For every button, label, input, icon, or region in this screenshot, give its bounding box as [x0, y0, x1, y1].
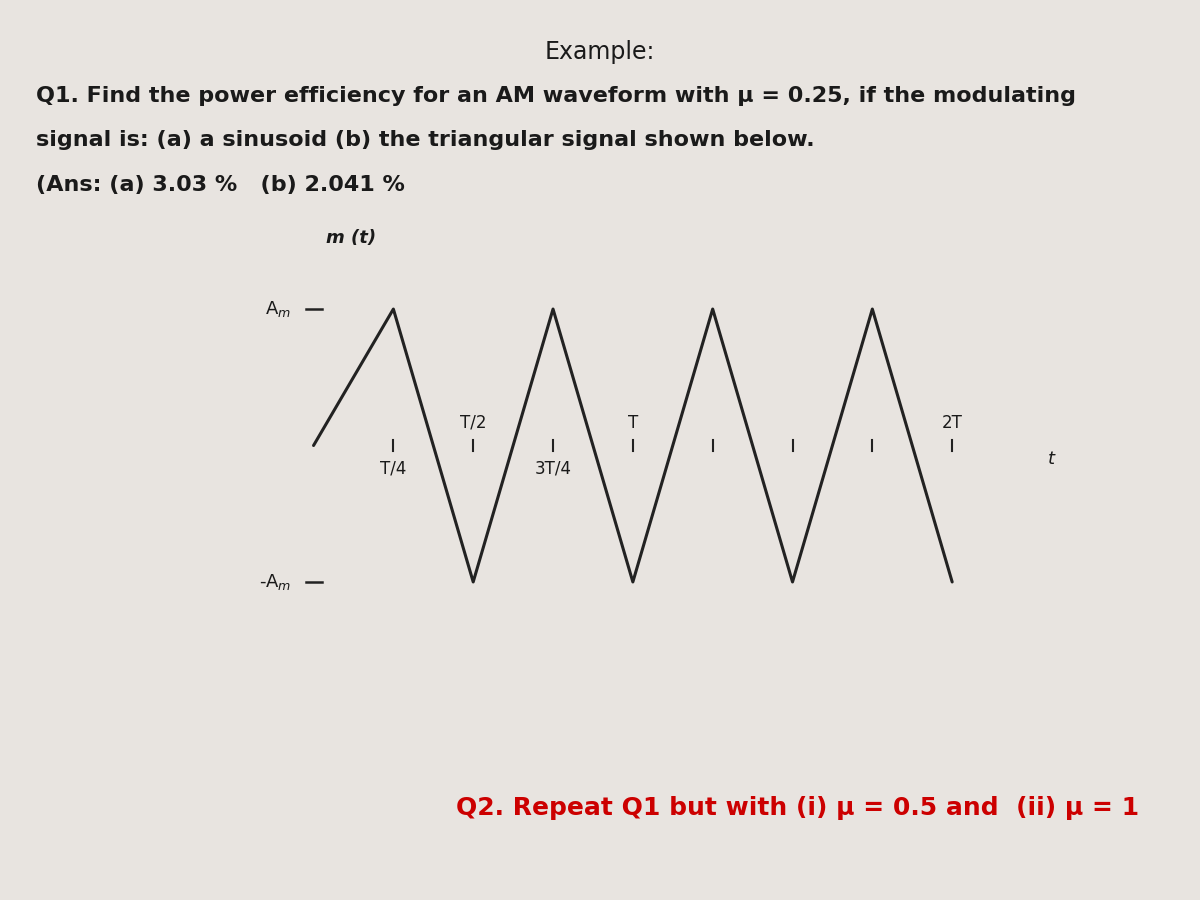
Text: signal is: (a) a sinusoid (b) the triangular signal shown below.: signal is: (a) a sinusoid (b) the triang…	[36, 130, 815, 150]
Text: Example:: Example:	[545, 40, 655, 65]
Text: T/4: T/4	[380, 459, 407, 477]
Text: A$_m$: A$_m$	[265, 299, 292, 319]
Text: Q2. Repeat Q1 but with (i) μ = 0.5 and  (ii) μ = 1: Q2. Repeat Q1 but with (i) μ = 0.5 and (…	[456, 796, 1139, 821]
Text: (Ans: (a) 3.03 %   (b) 2.041 %: (Ans: (a) 3.03 % (b) 2.041 %	[36, 176, 404, 195]
Text: T/2: T/2	[460, 414, 486, 432]
Text: 2T: 2T	[942, 414, 962, 432]
Text: -A$_m$: -A$_m$	[259, 572, 292, 592]
Text: Q1. Find the power efficiency for an AM waveform with μ = 0.25, if the modulatin: Q1. Find the power efficiency for an AM …	[36, 86, 1076, 105]
Text: 3T/4: 3T/4	[534, 459, 571, 477]
Text: T: T	[628, 414, 638, 432]
Text: t: t	[1048, 450, 1055, 468]
Text: m (t): m (t)	[326, 230, 377, 248]
